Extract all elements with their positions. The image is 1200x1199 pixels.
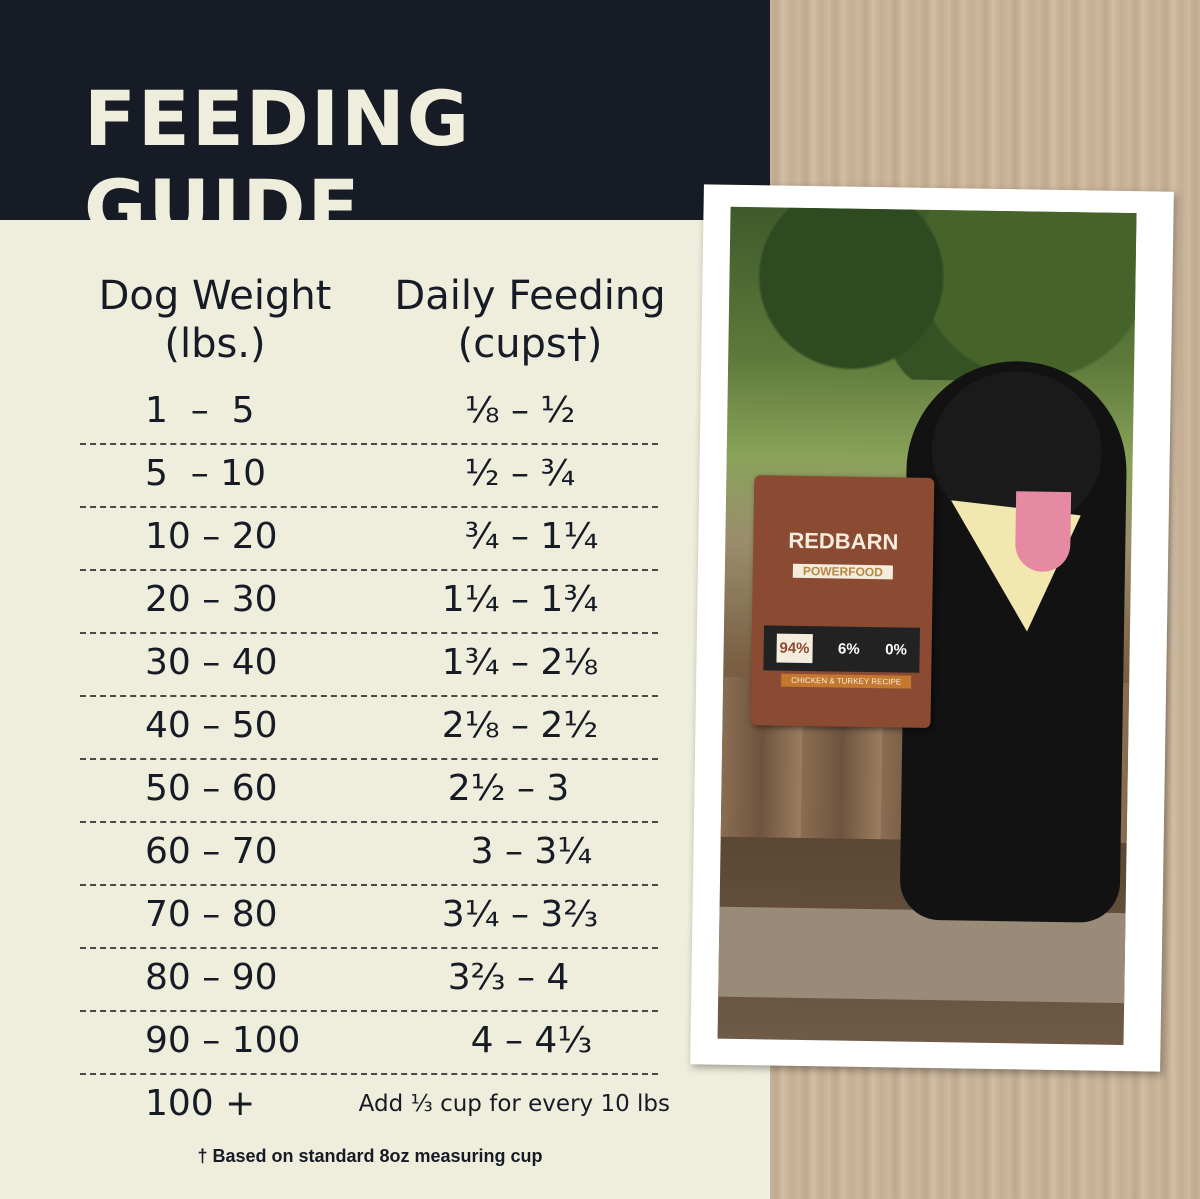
feeding-cell: 2½ – 3 xyxy=(447,768,593,809)
photo-card: REDBARN POWERFOOD 94% 6% 0% CHICKEN & TU… xyxy=(690,184,1174,1072)
page-title: FEEDING GUIDE xyxy=(84,74,472,252)
row-divider xyxy=(80,632,658,634)
row-divider xyxy=(80,947,658,949)
dog-tongue xyxy=(1014,491,1072,573)
weight-cell: 70 – 80 xyxy=(145,894,278,935)
dog-photo: REDBARN POWERFOOD 94% 6% 0% CHICKEN & TU… xyxy=(717,206,1137,1046)
feeding-cell: Add ⅓ cup for every 10 lbs xyxy=(358,1091,670,1117)
feeding-cell: 2⅛ – 2½ xyxy=(441,705,599,746)
table-row: 50 – 60 2½ – 3 xyxy=(80,760,658,823)
weight-cell: 20 – 30 xyxy=(145,579,278,620)
feeding-cell: 1¼ – 1¾ xyxy=(441,579,599,620)
weight-cell: 30 – 40 xyxy=(145,642,278,683)
row-divider xyxy=(80,1010,658,1012)
bag-stat: 94% xyxy=(776,633,813,664)
bag-stats: 94% 6% 0% xyxy=(763,625,921,673)
column-header-weight: Dog Weight (lbs.) xyxy=(98,273,332,367)
weight-cell: 5 – 10 xyxy=(145,453,267,494)
table-row: 60 – 70 3 – 3¼ xyxy=(80,823,658,886)
header: FEEDING GUIDE xyxy=(0,0,770,252)
row-divider xyxy=(80,1073,658,1075)
feeding-cell: 1¾ – 2⅛ xyxy=(441,642,599,683)
table-row: 1 – 5 ⅛ – ½ xyxy=(80,382,658,445)
row-divider xyxy=(80,884,658,886)
table-row: 40 – 50 2⅛ – 2½ xyxy=(80,697,658,760)
bag-stat: 0% xyxy=(885,641,908,659)
weight-cell: 40 – 50 xyxy=(145,705,278,746)
bag-product: POWERFOOD xyxy=(792,563,893,580)
weight-cell: 90 – 100 xyxy=(145,1020,301,1061)
feeding-cell: ¾ – 1¼ xyxy=(441,516,599,557)
bag-recipe: CHICKEN & TURKEY RECIPE xyxy=(781,673,912,689)
row-divider xyxy=(80,506,658,508)
row-divider xyxy=(80,821,658,823)
bag-brand: REDBARN xyxy=(788,527,899,555)
weight-cell: 1 – 5 xyxy=(145,390,255,431)
table-row: 30 – 40 1¾ – 2⅛ xyxy=(80,634,658,697)
row-divider xyxy=(80,443,658,445)
trees xyxy=(727,206,1137,384)
table-row: 90 – 100 4 – 4⅓ xyxy=(80,1012,658,1075)
column-header-feeding: Daily Feeding (cups†) xyxy=(394,273,666,367)
row-divider xyxy=(80,569,658,571)
table-row: 20 – 30 1¼ – 1¾ xyxy=(80,571,658,634)
weight-cell: 60 – 70 xyxy=(145,831,278,872)
bag-stat: 6% xyxy=(837,640,860,658)
feeding-cell: ½ – ¾ xyxy=(464,453,576,494)
row-divider xyxy=(80,758,658,760)
table-row: 5 – 10 ½ – ¾ xyxy=(80,445,658,508)
feeding-cell: 3¼ – 3⅔ xyxy=(441,894,599,935)
table-row: 70 – 80 3¼ – 3⅔ xyxy=(80,886,658,949)
weight-cell: 10 – 20 xyxy=(145,516,278,557)
weight-cell: 80 – 90 xyxy=(145,957,278,998)
feeding-cell: 3 – 3¼ xyxy=(447,831,593,872)
weight-cell: 50 – 60 xyxy=(145,768,278,809)
weight-cell: 100 + xyxy=(145,1083,256,1124)
feeding-cell: 3⅔ – 4 xyxy=(447,957,593,998)
row-divider xyxy=(80,695,658,697)
footnote: † Based on standard 8oz measuring cup xyxy=(197,1146,543,1166)
table-row: 10 – 20 ¾ – 1¼ xyxy=(80,508,658,571)
table-row: 100 + Add ⅓ cup for every 10 lbs xyxy=(80,1075,670,1138)
feeding-cell: 4 – 4⅓ xyxy=(447,1020,593,1061)
table-row: 80 – 90 3⅔ – 4 xyxy=(80,949,658,1012)
feeding-cell: ⅛ – ½ xyxy=(464,390,576,431)
product-bag: REDBARN POWERFOOD 94% 6% 0% CHICKEN & TU… xyxy=(750,475,935,728)
